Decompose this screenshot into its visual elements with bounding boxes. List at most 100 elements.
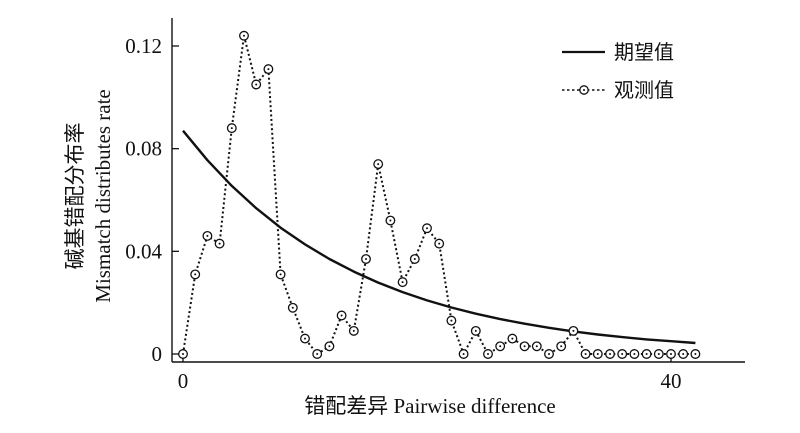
observed-point xyxy=(361,254,371,264)
observed-point xyxy=(666,349,676,359)
observed-point-center xyxy=(670,353,672,355)
observed-point-center xyxy=(645,353,648,355)
y-axis-label-cn: 碱基错配分布率 xyxy=(63,123,87,270)
observed-point-center xyxy=(548,353,550,355)
observed-point xyxy=(483,349,493,359)
observed-point xyxy=(275,269,286,280)
observed-point-center xyxy=(438,242,441,245)
observed-point-center xyxy=(633,353,636,355)
observed-point xyxy=(458,349,469,359)
observed-point xyxy=(495,341,506,352)
legend: 期望值 观测值 xyxy=(562,41,674,102)
observed-point xyxy=(592,349,603,359)
observed-point-center xyxy=(218,242,221,245)
observed-point xyxy=(251,79,262,90)
observed-point xyxy=(434,238,445,249)
observed-point xyxy=(446,315,457,326)
observed-point-center xyxy=(182,353,184,355)
observed-point-center xyxy=(560,345,563,348)
observed-point xyxy=(678,349,689,359)
observed-point-center xyxy=(657,353,660,355)
observed-point xyxy=(348,325,359,336)
observed-point xyxy=(568,325,579,336)
observed-point xyxy=(556,341,567,352)
observed-point-center xyxy=(389,219,392,222)
observed-point xyxy=(690,349,701,359)
observed-point-center xyxy=(279,273,282,276)
legend-entry-expected: 期望值 xyxy=(562,41,674,64)
observed-point-center xyxy=(291,306,294,309)
observed-point xyxy=(409,254,420,264)
observed-point-center xyxy=(584,353,587,355)
observed-point-center xyxy=(682,353,685,355)
observed-point xyxy=(178,349,188,359)
observed-point-center xyxy=(377,163,380,166)
observed-point xyxy=(190,269,201,280)
observed-point-center xyxy=(243,34,245,37)
observed-point xyxy=(531,341,542,352)
y-ticks: 0 0.04 0.08 0.12 xyxy=(125,34,179,366)
observed-point xyxy=(397,277,408,288)
series-expected-line xyxy=(182,129,696,345)
observed-point-center xyxy=(426,227,428,230)
observed-point-center xyxy=(304,337,306,340)
observed-point-center xyxy=(462,353,465,355)
observed-point xyxy=(373,159,384,170)
legend-label-expected: 期望值 xyxy=(614,41,674,64)
observed-point xyxy=(226,123,237,134)
observed-point xyxy=(641,349,652,359)
observed-point-center xyxy=(267,68,270,71)
observed-point-center xyxy=(523,345,526,348)
y-tick-label: 0.04 xyxy=(125,239,162,263)
observed-point-center xyxy=(535,345,538,348)
observed-point xyxy=(617,349,628,359)
legend-marker-dot xyxy=(583,89,585,91)
observed-point-center xyxy=(450,319,453,322)
observed-point xyxy=(300,333,310,344)
observed-point xyxy=(263,64,274,75)
observed-point xyxy=(422,223,432,234)
observed-point-center xyxy=(340,314,343,317)
observed-point-center xyxy=(609,353,611,355)
y-tick-label: 0 xyxy=(152,342,163,366)
observed-point xyxy=(580,349,591,359)
observed-point-center xyxy=(596,353,599,355)
observed-point xyxy=(214,238,225,249)
observed-point-center xyxy=(328,345,331,348)
observed-point-center xyxy=(230,127,233,130)
y-axis-label-en: Mismatch distributes rate xyxy=(91,89,115,302)
observed-point xyxy=(507,333,518,344)
observed-point-center xyxy=(572,329,575,332)
legend-label-observed: 观测值 xyxy=(614,79,674,102)
legend-entry-observed: 观测值 xyxy=(562,79,674,102)
axes xyxy=(171,18,745,363)
observed-point-center xyxy=(401,281,404,284)
observed-point-center xyxy=(487,353,489,355)
observed-point-center xyxy=(206,234,209,237)
observed-point xyxy=(287,302,298,313)
observed-point-center xyxy=(316,353,319,355)
observed-point xyxy=(629,349,640,359)
observed-point xyxy=(336,310,347,321)
observed-point xyxy=(470,325,481,336)
observed-point-center xyxy=(499,345,502,348)
observed-point xyxy=(519,341,530,352)
observed-point xyxy=(544,349,554,359)
observed-point xyxy=(653,349,664,359)
x-ticks: 0 40 xyxy=(178,355,682,393)
observed-point-center xyxy=(694,353,697,355)
observed-point-center xyxy=(365,258,367,261)
plot-area xyxy=(178,30,701,359)
observed-point xyxy=(605,349,615,359)
x-axis-label: 错配差异 Pairwise difference xyxy=(304,394,556,418)
y-tick-label: 0.12 xyxy=(125,34,162,58)
observed-point-center xyxy=(352,329,355,332)
observed-point-center xyxy=(194,273,197,276)
x-tick-label: 40 xyxy=(661,369,682,393)
x-tick-label: 0 xyxy=(178,369,189,393)
observed-point-center xyxy=(255,83,258,86)
y-axis-label: 碱基错配分布率 Mismatch distributes rate xyxy=(63,89,115,302)
y-tick-label: 0.08 xyxy=(125,137,162,161)
observed-point xyxy=(239,30,249,41)
